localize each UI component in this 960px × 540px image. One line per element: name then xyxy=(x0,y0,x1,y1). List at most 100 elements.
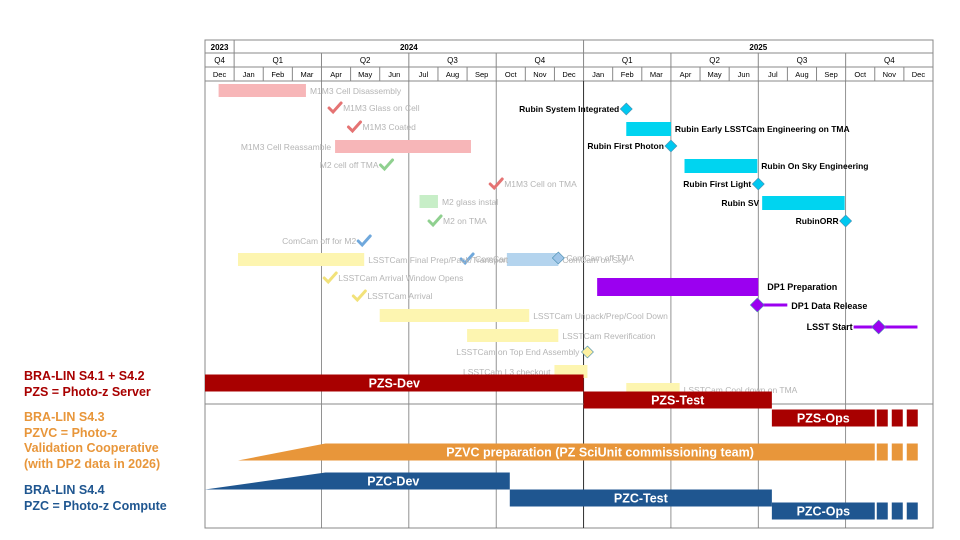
month-label: Aug xyxy=(446,70,459,79)
rubin-milestone-icon xyxy=(839,214,853,228)
legend-panel: BRA-LIN S4.1 + S4.2 PZS = Photo-z Server B… xyxy=(0,0,200,540)
faded-task-label: LSSTCam Arrival xyxy=(367,291,432,301)
faded-task-label: LSSTCam Reverification xyxy=(562,331,655,341)
quarter-label: Q1 xyxy=(622,56,633,65)
lane-label: PZS-Test xyxy=(651,394,705,408)
month-label: Aug xyxy=(795,70,808,79)
rubin-label: RubinORR xyxy=(796,216,839,226)
faded-task-label: M2 cell off TMA xyxy=(320,160,379,170)
rubin-label: Rubin First Light xyxy=(683,179,751,189)
quarter-label: Q3 xyxy=(447,56,458,65)
faded-task-check-icon xyxy=(322,271,338,285)
faded-task-bar xyxy=(238,253,365,266)
faded-task-label: M1M3 Glass on Cell xyxy=(343,103,420,113)
quarter-label: Q4 xyxy=(535,56,546,65)
month-label: Feb xyxy=(271,70,284,79)
faded-task-check-icon xyxy=(459,252,475,266)
month-label: Nov xyxy=(533,70,547,79)
month-label: Dec xyxy=(213,70,227,79)
faded-task-label: ComCam on Sky xyxy=(562,255,627,265)
faded-task-label: LSSTCam Arrival Window Opens xyxy=(338,273,463,283)
faded-task-label: LSSTCam Unpack/Prep/Cool Down xyxy=(533,311,668,321)
legend-line: (with DP2 data in 2026) xyxy=(24,456,161,471)
month-label: Jul xyxy=(768,70,778,79)
month-label: Feb xyxy=(621,70,634,79)
month-label: Dec xyxy=(912,70,926,79)
legend-line: BRA-LIN S4.4 xyxy=(24,483,105,497)
legend-line: BRA-LIN S4.3 xyxy=(24,410,105,424)
rubin-label: Rubin SV xyxy=(721,198,759,208)
month-label: Sep xyxy=(824,70,837,79)
lane-bar xyxy=(771,502,875,520)
legend-line: PZS = Photo-z Server xyxy=(24,384,151,399)
rubin-milestone-icon xyxy=(664,139,678,153)
faded-task-label: ComCam off TMA xyxy=(566,253,634,263)
month-label: May xyxy=(358,70,372,79)
month-label: Jan xyxy=(592,70,604,79)
faded-task-label: LSSTCam on Top End Assembly xyxy=(456,347,580,357)
rubin-milestone-icon xyxy=(619,102,633,116)
lane-continuation xyxy=(876,443,888,461)
legend-line: PZC = Photo-z Compute xyxy=(24,498,167,513)
lane-label: PZVC preparation (PZ SciUnit commissioni… xyxy=(446,446,754,460)
faded-task-diamond-icon xyxy=(551,251,565,265)
year-label: 2023 xyxy=(211,43,229,52)
rubin-label: Rubin System Integrated xyxy=(519,104,619,114)
month-label: Apr xyxy=(680,70,692,79)
month-label: May xyxy=(708,70,722,79)
month-label: Nov xyxy=(883,70,897,79)
faded-task-label: LSSTCam L3 checkout xyxy=(463,367,551,377)
rubin-bar xyxy=(626,122,671,136)
faded-task-label: M2 on TMA xyxy=(443,216,487,226)
lane-bar xyxy=(583,391,772,409)
lane-ramp xyxy=(205,472,510,490)
lane-ramp xyxy=(238,443,875,461)
rubin-bar xyxy=(762,196,845,210)
faded-task-label: M1M3 Cell Disassembly xyxy=(310,86,402,96)
lane-bar xyxy=(205,374,584,392)
lane-continuation xyxy=(906,409,918,427)
month-label: Jul xyxy=(419,70,429,79)
faded-task-check-icon xyxy=(327,101,343,115)
month-label: Jan xyxy=(243,70,255,79)
legend-line: BRA-LIN S4.1 + S4.2 xyxy=(24,369,145,383)
month-label: Mar xyxy=(650,70,663,79)
rubin-bar xyxy=(684,159,758,173)
lane-bar xyxy=(771,409,875,427)
lane-label: PZC-Dev xyxy=(367,475,419,489)
month-label: Dec xyxy=(562,70,576,79)
faded-task-bar xyxy=(335,140,471,153)
faded-task-label: M1M3 Cell on TMA xyxy=(504,179,577,189)
legend-line: Validation Cooperative xyxy=(24,441,159,455)
faded-task-bar xyxy=(506,253,559,266)
dp-milestone-icon xyxy=(749,297,765,313)
faded-task-bar xyxy=(419,195,438,208)
rubin-milestone-icon xyxy=(751,177,765,191)
faded-task-check-icon xyxy=(351,289,367,303)
faded-task-check-icon xyxy=(379,158,395,172)
faded-task-label: LSSTCam Final Prep/Pack/Transport xyxy=(368,255,509,265)
month-label: Jun xyxy=(388,70,400,79)
lane-continuation xyxy=(891,443,903,461)
year-label: 2025 xyxy=(749,43,767,52)
lane-label: PZS-Ops xyxy=(797,412,850,426)
rubin-label: Rubin On Sky Engineering xyxy=(761,161,868,171)
faded-task-diamond-icon xyxy=(581,345,594,359)
dp-milestone-icon xyxy=(871,319,887,335)
legend-block-s43: BRA-LIN S4.3 PZVC = Photo-z Validation Coo… xyxy=(24,410,160,472)
legend-block-s44: BRA-LIN S4.4 PZC = Photo-z Compute xyxy=(24,483,167,514)
lane-continuation xyxy=(891,409,903,427)
quarter-label: Q1 xyxy=(272,56,283,65)
faded-task-check-icon xyxy=(427,214,443,228)
faded-task-label: M1M3 Coated xyxy=(362,122,416,132)
month-label: Sep xyxy=(475,70,488,79)
lane-label: PZS-Dev xyxy=(369,377,420,391)
lane-label: PZC-Test xyxy=(614,492,669,506)
faded-task-label: ComCam off for M2 xyxy=(282,236,356,246)
quarter-label: Q3 xyxy=(797,56,808,65)
lane-continuation xyxy=(906,502,918,520)
dp-label: DP1 Data Release xyxy=(791,301,867,311)
faded-task-label: M2 glass instal xyxy=(442,197,498,207)
month-label: Jun xyxy=(738,70,750,79)
